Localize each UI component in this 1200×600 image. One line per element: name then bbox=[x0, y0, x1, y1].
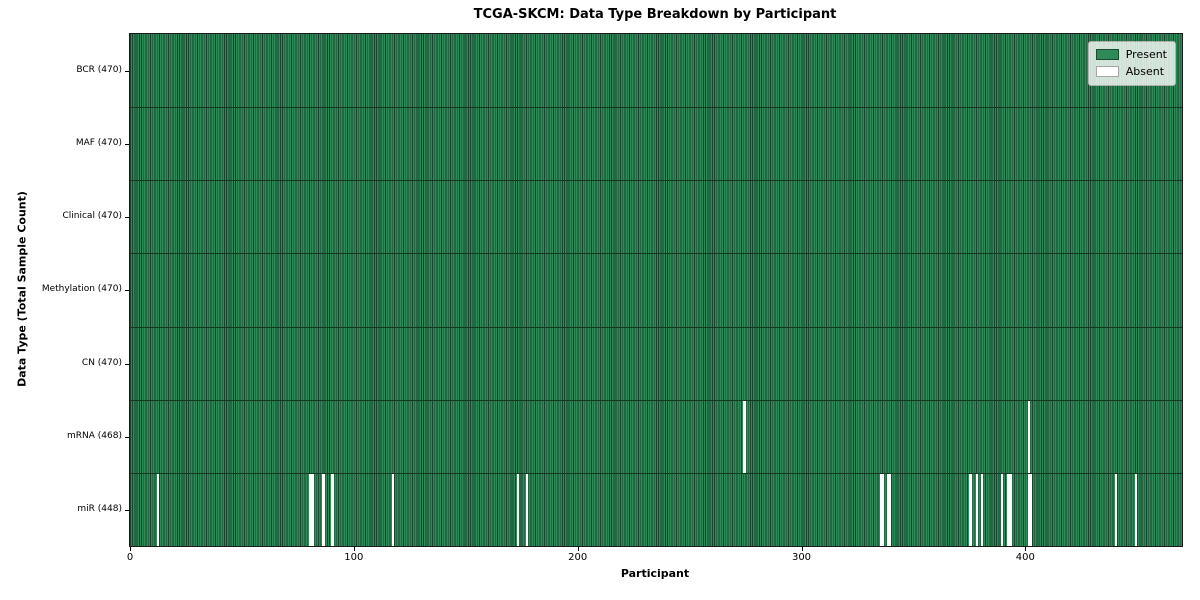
heatmap-row-cn bbox=[130, 327, 1182, 400]
y-tick-label: mRNA (468) bbox=[67, 431, 122, 441]
legend-label-present: Present bbox=[1125, 48, 1167, 61]
absent-cell bbox=[1009, 474, 1012, 546]
y-axis-label: Data Type (Total Sample Count) bbox=[15, 191, 29, 387]
absent-cell bbox=[969, 474, 972, 546]
present-swatch-icon bbox=[1095, 49, 1119, 60]
heatmap-row-mrna bbox=[130, 400, 1182, 473]
absent-cell bbox=[1000, 474, 1003, 546]
plot-area: Present Absent bbox=[129, 33, 1183, 547]
x-tick-mark bbox=[353, 547, 355, 551]
absent-cell bbox=[156, 474, 160, 546]
absent-cell bbox=[1135, 474, 1138, 546]
x-tick-mark bbox=[577, 547, 579, 551]
absent-cell bbox=[1114, 474, 1118, 546]
absent-cell bbox=[322, 474, 325, 546]
absent-cell bbox=[1007, 474, 1010, 546]
x-tick-label: 0 bbox=[126, 552, 134, 563]
absent-cell bbox=[1029, 474, 1033, 546]
heatmap-row-methylation bbox=[130, 253, 1182, 327]
y-tick-label: MAF (470) bbox=[75, 138, 122, 148]
heatmap-row-maf bbox=[130, 107, 1182, 180]
heatmap-row-clinical bbox=[130, 180, 1182, 253]
x-tick-label: 400 bbox=[1015, 552, 1035, 563]
x-axis-label: Participant bbox=[620, 567, 690, 580]
absent-cell bbox=[743, 401, 746, 473]
legend-label-absent: Absent bbox=[1125, 65, 1165, 78]
absent-cell bbox=[311, 474, 314, 546]
y-tick-label: miR (448) bbox=[77, 504, 122, 514]
absent-cell bbox=[886, 474, 889, 546]
absent-cell bbox=[1027, 474, 1030, 546]
y-tick-label: BCR (470) bbox=[76, 65, 122, 75]
absent-cell bbox=[882, 474, 885, 546]
x-tick-mark bbox=[1025, 547, 1027, 551]
x-tick-mark bbox=[130, 547, 131, 551]
absent-cell bbox=[331, 474, 334, 546]
x-tick-label: 100 bbox=[344, 552, 364, 563]
x-tick-label: 200 bbox=[568, 552, 588, 563]
absent-cell bbox=[976, 474, 979, 546]
heatmap-row-bcr bbox=[130, 34, 1182, 107]
legend[interactable]: Present Absent bbox=[1087, 41, 1176, 86]
absent-swatch-icon bbox=[1095, 66, 1119, 77]
absent-cell bbox=[879, 474, 883, 546]
legend-item-present: Present bbox=[1095, 46, 1167, 63]
heatmap-row-mir bbox=[130, 473, 1182, 546]
x-tick-label: 300 bbox=[791, 552, 812, 563]
legend-item-absent: Absent bbox=[1095, 63, 1167, 80]
x-tick-mark bbox=[801, 547, 803, 551]
chart-title: TCGA-SKCM: Data Type Breakdown by Partic… bbox=[473, 7, 837, 22]
absent-cell bbox=[1027, 401, 1030, 473]
absent-cell bbox=[391, 474, 395, 546]
absent-cell bbox=[526, 474, 529, 546]
absent-cell bbox=[980, 474, 983, 546]
absent-cell bbox=[888, 474, 891, 546]
absent-cell bbox=[517, 474, 520, 546]
absent-cell bbox=[309, 474, 312, 546]
